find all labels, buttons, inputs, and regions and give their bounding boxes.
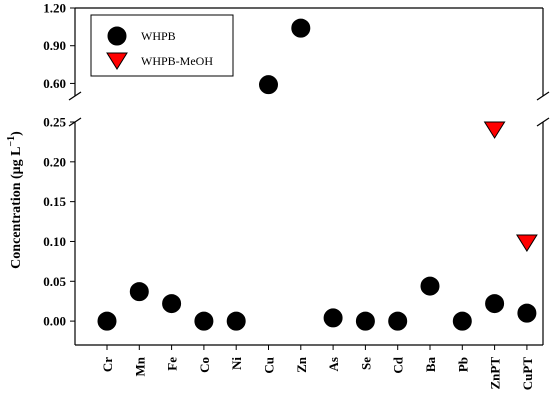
lower-y-tick-label: 0.10 <box>43 234 66 249</box>
point-whpb-meoh-cupt <box>515 234 538 253</box>
point-whpb-se <box>355 311 375 331</box>
legend: WHPB WHPB-MeOH <box>90 14 234 77</box>
x-tick-label-se: Se <box>358 357 373 370</box>
point-whpb-cu <box>259 75 278 95</box>
point-whpb-cr <box>97 311 117 331</box>
x-tick-label-pb: Pb <box>455 357 470 372</box>
lower-y-tick-label: 0.00 <box>43 314 66 329</box>
point-whpb-cd <box>388 311 408 331</box>
point-whpb-ba <box>420 276 440 296</box>
axes: 0.60 0.90 1.20 0.00 0.05 0.10 0.15 0.20 0.25 Cr Mn… <box>43 1 550 391</box>
x-tick-label-ni: Ni <box>229 357 244 370</box>
axis-break-left-upper <box>68 91 82 101</box>
point-whpb-co <box>194 311 214 331</box>
upper-y-tick-label: 0.90 <box>43 38 66 53</box>
point-whpb-znpt <box>485 294 505 314</box>
axis-break-right-upper <box>536 91 550 101</box>
x-tick-label-mn: Mn <box>132 356 147 376</box>
upper-y-tick-label: 0.60 <box>43 76 66 91</box>
point-whpb-meoh-znpt <box>483 121 506 139</box>
y-axis-title: Concentration (μg L−1) <box>6 131 24 269</box>
axis-break-right-lower <box>536 117 550 127</box>
data-marks <box>97 18 538 331</box>
legend-marker-whpb-meoh <box>106 52 128 70</box>
upper-y-tick-label: 1.20 <box>43 1 66 16</box>
legend-label-whpb: WHPB <box>141 29 176 43</box>
point-whpb-zn <box>291 18 311 38</box>
point-whpb-ni <box>226 311 246 331</box>
x-tick-label-cr: Cr <box>100 357 115 372</box>
point-whpb-mn <box>129 282 149 302</box>
x-tick-label-cu: Cu <box>262 357 277 374</box>
x-tick-label-co: Co <box>197 357 212 373</box>
x-tick-label-fe: Fe <box>165 357 180 371</box>
x-tick-label-as: As <box>326 357 341 371</box>
legend-label-whpb-meoh: WHPB-MeOH <box>141 54 213 68</box>
lower-y-tick-label: 0.20 <box>43 154 66 169</box>
point-whpb-as <box>323 308 343 328</box>
x-tick-label-ba: Ba <box>423 357 438 373</box>
lower-y-tick-label: 0.05 <box>43 274 66 289</box>
point-whpb-pb <box>452 311 472 331</box>
point-whpb-cupt <box>517 303 537 323</box>
x-tick-label-zn: Zn <box>294 356 309 373</box>
lower-y-tick-label: 0.25 <box>43 115 66 130</box>
legend-marker-whpb <box>107 26 127 46</box>
x-tick-label-cupt: CuPT <box>520 357 535 391</box>
point-whpb-fe <box>162 294 182 314</box>
lower-y-tick-label: 0.15 <box>43 194 66 209</box>
x-tick-label-znpt: ZnPT <box>488 357 503 390</box>
x-tick-label-cd: Cd <box>391 356 406 373</box>
